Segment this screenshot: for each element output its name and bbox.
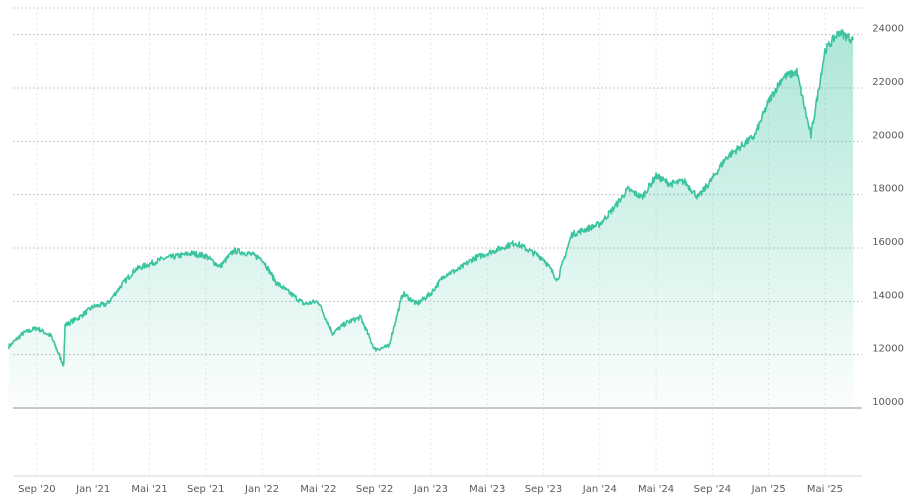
x-tick-label: Sep '22: [356, 484, 394, 495]
y-axis-labels: 10000 12000 14000 16000 18000 20000 22000 24000: [872, 24, 904, 408]
x-tick-label: Jan '23: [413, 484, 448, 495]
x-tick-label: Sep '24: [694, 484, 732, 495]
x-tick-label: Mai '24: [638, 484, 674, 495]
price-area-fill: [8, 29, 854, 408]
x-axis-labels: Sep '20 Jan '21 Mai '21 Sep '21 Jan '22 Mai '…: [18, 484, 843, 495]
y-tick-label: 12000: [872, 344, 904, 355]
x-tick-label: Jan '24: [582, 484, 617, 495]
y-tick-label: 16000: [872, 237, 904, 248]
x-tick-label: Sep '21: [187, 484, 225, 495]
x-tick-label: Mai '23: [469, 484, 505, 495]
x-tick-label: Sep '20: [18, 484, 56, 495]
y-tick-label: 18000: [872, 184, 904, 195]
y-tick-label: 10000: [872, 397, 904, 408]
x-tick-label: Sep '23: [525, 484, 563, 495]
x-tick-label: Jan '25: [751, 484, 786, 495]
price-line: [8, 28, 854, 367]
x-tick-label: Jan '22: [244, 484, 279, 495]
y-tick-label: 14000: [872, 290, 904, 301]
x-tick-label: Mai '25: [807, 484, 843, 495]
x-tick-label: Jan '21: [75, 484, 110, 495]
y-tick-label: 22000: [872, 77, 904, 88]
y-tick-label: 24000: [872, 24, 904, 35]
x-tick-label: Mai '21: [131, 484, 167, 495]
x-tick-label: Mai '22: [300, 484, 336, 495]
y-tick-label: 20000: [872, 130, 904, 141]
